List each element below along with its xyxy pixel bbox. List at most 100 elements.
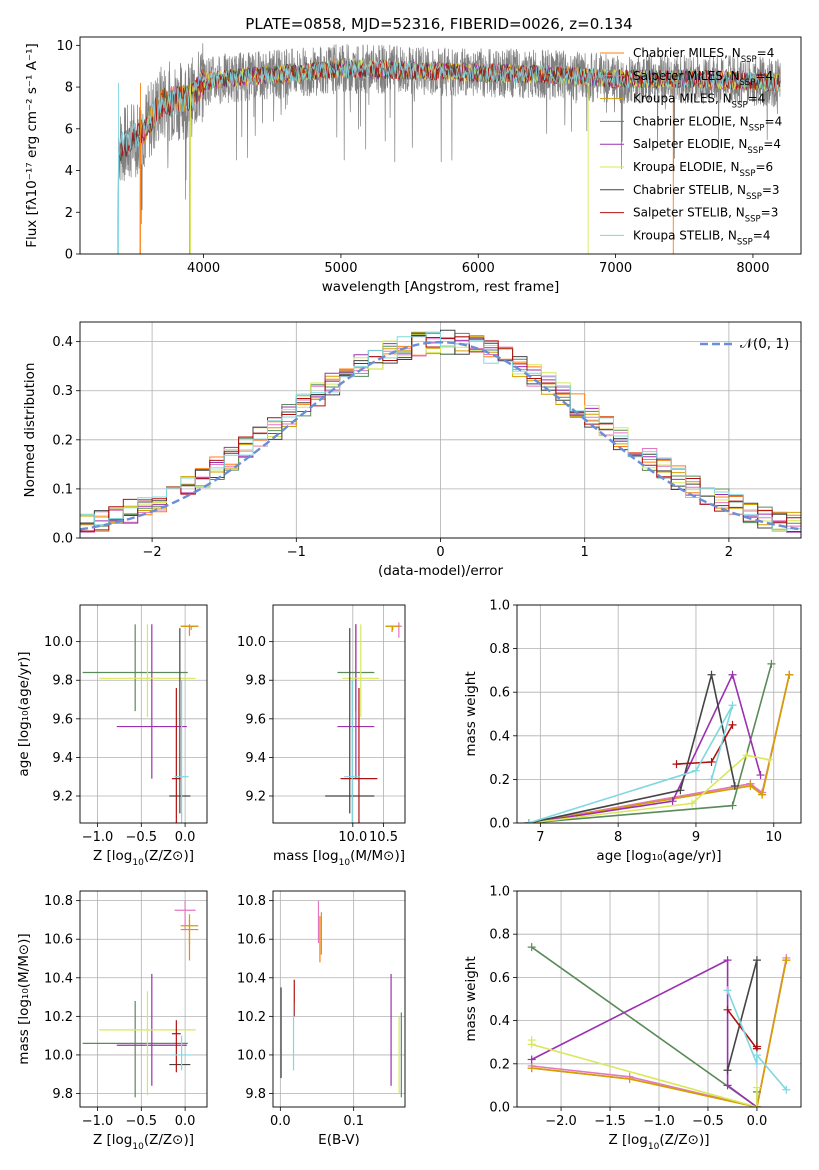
y-tick-label: 0.8 — [489, 642, 510, 657]
data-point — [728, 801, 737, 810]
x-tick-label: 10.0 — [338, 830, 367, 845]
data-point — [756, 771, 765, 780]
y-tick-label: 9.6 — [52, 712, 73, 727]
x-tick-label: −2 — [143, 545, 162, 560]
x-axis-label: Z [log10(Z/Z⊙)] — [93, 848, 194, 868]
y-tick-label: 0.4 — [52, 335, 73, 350]
plot-area — [80, 329, 801, 538]
axes-frame — [79, 321, 802, 539]
x-axis-label: E(B-V) — [318, 1132, 360, 1148]
series-salpeter-stelib — [723, 1005, 761, 1053]
legend: Chabrier MILES, NSSP=4 Salpeter MILES, NS… — [600, 46, 782, 247]
y-tick-label: 0.8 — [489, 928, 510, 943]
x-tick-label: 0.0 — [175, 1114, 196, 1129]
data-point — [723, 1081, 732, 1090]
data-point — [752, 1103, 761, 1107]
data-point — [746, 781, 755, 790]
y-tick-label: 9.6 — [245, 712, 266, 727]
series-kroupa-miles — [524, 670, 794, 823]
errorbar-kroupa-stelib — [174, 680, 189, 823]
series-salpeter-elodie — [524, 670, 765, 823]
y-tick-label: 0.0 — [489, 817, 510, 832]
y-tick-label: 9.4 — [52, 751, 73, 766]
x-tick-label: −0.5 — [692, 1114, 724, 1129]
x-axis-label: Z [log10(Z/Z⊙)] — [93, 1132, 194, 1152]
data-point — [730, 781, 739, 790]
x-axis-label: age [log₁₀(age/yr)] — [596, 848, 721, 864]
y-tick-label: 10.8 — [237, 894, 266, 909]
data-point — [767, 659, 776, 668]
series-line — [528, 674, 736, 823]
errorbar-salpeter-elodie — [116, 624, 187, 779]
plot-area — [82, 624, 199, 823]
x-axis-label: wavelength [Angstrom, rest frame] — [322, 279, 560, 295]
series-salpeter-elodie — [527, 956, 761, 1107]
axes-4: 7 8 9 10 0.0 0.2 0.4 0.6 0.8 1.0 age [log₁₀(age/yr… — [463, 599, 802, 864]
data-point — [723, 1005, 732, 1014]
y-tick-label: 1.0 — [489, 599, 510, 614]
gaussian-curve — [80, 340, 801, 531]
x-axis-label: mass [log10(M/M⊙)] — [273, 848, 405, 868]
data-point — [707, 757, 716, 766]
y-tick-label: 10.0 — [237, 635, 266, 650]
x-tick-label: 0.1 — [343, 1114, 364, 1129]
errorbar-kroupa-miles — [180, 914, 199, 945]
x-tick-label: 5000 — [324, 261, 357, 276]
y-tick-label: 8 — [65, 81, 73, 96]
data-point — [524, 819, 533, 823]
data-point — [752, 1042, 761, 1051]
figure-title: PLATE=0858, MJD=52316, FIBERID=0026, z=0… — [245, 15, 632, 33]
y-tick-label: 0.4 — [489, 1014, 510, 1029]
x-tick-label: 2 — [725, 545, 733, 560]
x-tick-label: −0.5 — [126, 1114, 158, 1129]
data-point — [723, 986, 732, 995]
errorbar-kroupa-miles — [385, 625, 401, 631]
series-line — [528, 674, 791, 823]
x-tick-label: −2.0 — [545, 1114, 577, 1129]
errorbar-salpeter-miles — [395, 622, 402, 638]
legend-entry: Chabrier ELODIE, NSSP=4 — [633, 114, 782, 133]
data-point — [782, 1085, 791, 1094]
errorbar-salpeter-elodie — [337, 624, 375, 779]
plot-area — [280, 900, 402, 1098]
axes-5: −1.0 −0.5 0.0 9.8 10.0 10.2 10.4 10.6 10.8 Z [log… — [16, 890, 208, 1152]
y-tick-label: 0.6 — [489, 971, 510, 986]
data-point — [785, 670, 794, 679]
data-point — [752, 1059, 761, 1068]
plot-area — [325, 622, 402, 823]
series-line — [530, 1040, 758, 1107]
y-tick-label: 1.0 — [489, 885, 510, 900]
legend-entry: Kroupa STELIB, NSSP=4 — [633, 228, 771, 247]
x-tick-label: 8 — [614, 830, 622, 845]
x-tick-label: 0 — [436, 545, 444, 560]
series-line — [726, 990, 787, 1091]
plot-area — [524, 659, 794, 823]
data-point — [676, 786, 685, 795]
x-tick-label: 0.0 — [175, 830, 196, 845]
axes-0: 4000 5000 6000 7000 8000 0 2 4 6 8 10 wavelength [A… — [24, 36, 802, 295]
series-line — [528, 754, 771, 823]
data-point — [527, 1055, 536, 1064]
x-tick-label: 0.0 — [747, 1114, 768, 1129]
legend-entry: Salpeter ELODIE, NSSP=4 — [633, 137, 781, 156]
x-tick-label: 0.0 — [270, 1114, 291, 1129]
data-point — [723, 1066, 732, 1075]
data-point — [752, 1051, 761, 1060]
y-tick-label: 0.2 — [489, 1057, 510, 1072]
y-tick-label: 0.2 — [489, 773, 510, 788]
series-chabrier-stelib — [524, 670, 739, 823]
data-point — [742, 751, 751, 760]
axes-1: −2 −1 0 1 2 0.0 0.1 0.2 0.3 0.4 (data-model)/error… — [22, 321, 802, 579]
errorbar-kroupa-elodie — [342, 624, 380, 717]
x-tick-label: 1 — [581, 545, 589, 560]
errorbar-chabrier-elodie — [82, 1000, 188, 1098]
axes-frame — [79, 36, 802, 255]
series-kroupa-stelib — [524, 701, 737, 823]
axes-frame — [516, 890, 802, 1108]
data-point — [688, 799, 697, 808]
errorbar-kroupa-elodie — [99, 991, 196, 1096]
y-tick-label: 9.4 — [245, 751, 266, 766]
series-line — [528, 704, 734, 823]
legend-entry: Kroupa ELODIE, NSSP=6 — [633, 160, 773, 179]
legend-entry: 𝒩(0, 1) — [740, 336, 789, 352]
